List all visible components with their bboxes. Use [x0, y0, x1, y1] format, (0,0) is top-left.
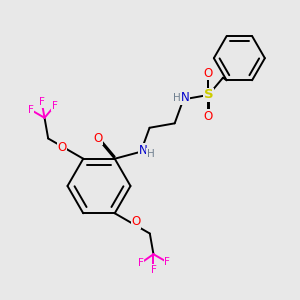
- Text: H: H: [147, 148, 154, 158]
- Text: N: N: [181, 92, 189, 104]
- Text: S: S: [204, 88, 213, 101]
- Text: O: O: [204, 110, 213, 123]
- Text: F: F: [164, 257, 170, 267]
- Text: F: F: [138, 258, 144, 268]
- Text: F: F: [28, 105, 34, 115]
- Text: N: N: [139, 144, 148, 157]
- Text: O: O: [204, 67, 213, 80]
- Text: F: F: [151, 265, 156, 275]
- Text: O: O: [57, 141, 67, 154]
- Text: O: O: [94, 132, 103, 145]
- Text: F: F: [52, 101, 58, 111]
- Text: H: H: [173, 93, 181, 103]
- Text: F: F: [39, 98, 45, 107]
- Text: O: O: [131, 215, 141, 228]
